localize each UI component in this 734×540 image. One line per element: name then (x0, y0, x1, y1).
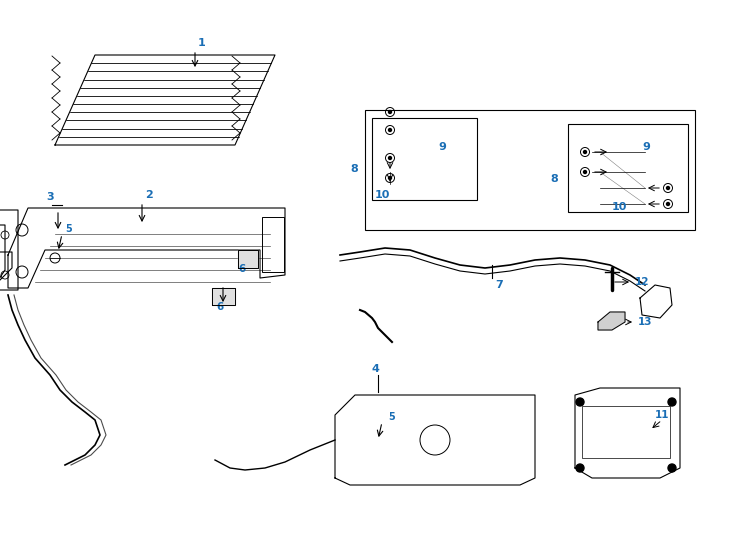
Circle shape (668, 398, 676, 406)
Bar (262, 217, 284, 272)
Bar (582, 406, 670, 458)
Bar (372, 118, 477, 200)
Polygon shape (335, 395, 535, 485)
Text: 10: 10 (375, 190, 390, 200)
Text: 11: 11 (655, 410, 669, 420)
Polygon shape (0, 210, 18, 290)
Text: 8: 8 (550, 174, 558, 184)
Text: 9: 9 (438, 142, 446, 152)
Circle shape (576, 398, 584, 406)
Text: 5: 5 (388, 412, 395, 422)
Text: 5: 5 (65, 224, 72, 234)
Polygon shape (0, 252, 12, 282)
Text: 7: 7 (495, 280, 503, 290)
Text: 3: 3 (46, 192, 54, 202)
Polygon shape (640, 285, 672, 318)
Circle shape (388, 177, 391, 179)
Polygon shape (55, 55, 275, 145)
Text: 4: 4 (371, 364, 379, 374)
Polygon shape (598, 312, 625, 330)
Text: 1: 1 (198, 38, 206, 48)
Circle shape (584, 151, 586, 153)
Bar (568, 124, 688, 212)
Text: 9: 9 (642, 142, 650, 152)
Text: 2: 2 (145, 190, 153, 200)
Text: 10: 10 (612, 202, 628, 212)
Polygon shape (575, 388, 680, 478)
Circle shape (584, 171, 586, 173)
Circle shape (666, 186, 669, 190)
Text: 6: 6 (217, 302, 224, 312)
Bar (365, 110, 695, 230)
Circle shape (388, 157, 391, 159)
Circle shape (666, 202, 669, 206)
Polygon shape (212, 288, 235, 305)
Text: 13: 13 (638, 317, 653, 327)
Circle shape (668, 464, 676, 472)
Text: 12: 12 (635, 277, 650, 287)
Circle shape (388, 129, 391, 132)
Polygon shape (238, 250, 258, 268)
Text: 6: 6 (239, 264, 246, 274)
Polygon shape (8, 208, 285, 288)
Circle shape (388, 111, 391, 113)
Circle shape (576, 464, 584, 472)
Text: 8: 8 (350, 164, 358, 174)
